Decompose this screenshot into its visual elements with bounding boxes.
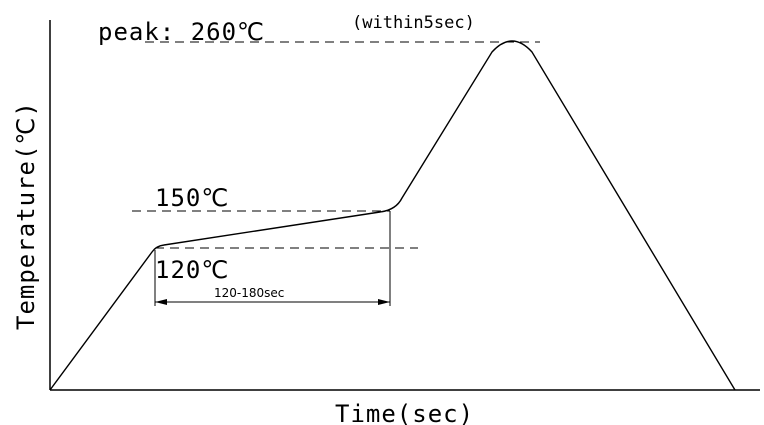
duration-label: 120-180sec <box>214 286 284 300</box>
y-axis-label: Temperature(℃) <box>12 101 40 330</box>
preheat-low-label: 120℃ <box>155 256 229 284</box>
peak-note: (within5sec) <box>352 13 475 33</box>
preheat-high-label: 150℃ <box>155 184 229 212</box>
x-axis-label: Time(sec) <box>335 400 474 425</box>
temperature-profile-curve <box>49 40 736 391</box>
duration-right-arrow <box>378 299 390 305</box>
peak-label: peak: 260℃ <box>98 18 265 46</box>
duration-left-arrow <box>155 299 167 305</box>
